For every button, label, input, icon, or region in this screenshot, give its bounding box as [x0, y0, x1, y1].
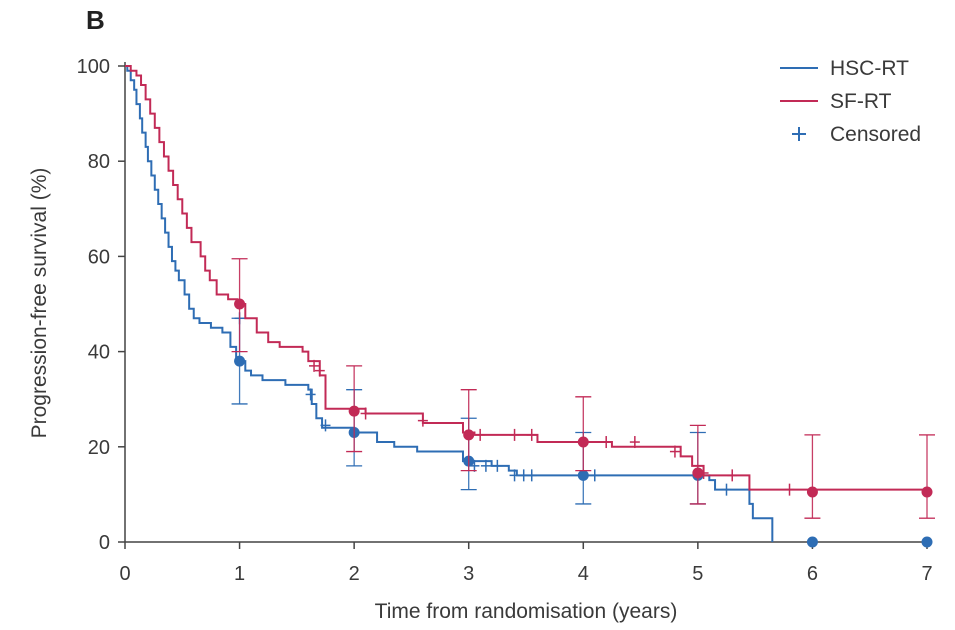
- censor-mark: [601, 436, 612, 449]
- x-tick-label: 0: [119, 563, 130, 585]
- x-tick-label: 2: [349, 563, 360, 585]
- panel-label: B: [86, 5, 105, 35]
- legend-item: SF-RT: [780, 90, 892, 113]
- legend: HSC-RT SF-RT Censored: [780, 57, 921, 146]
- censor-mark: [784, 483, 795, 496]
- plot-area: 0 20 40 60 80 100 0 1 2 3 4 5 6 7: [77, 56, 935, 585]
- x-tick-label: 5: [692, 563, 703, 585]
- x-tick-label: 4: [578, 563, 589, 585]
- estimate-point: [806, 536, 818, 548]
- estimate-point: [234, 355, 246, 367]
- estimate-point: [921, 536, 933, 548]
- censor-mark: [721, 483, 732, 496]
- censor-mark: [417, 414, 428, 427]
- estimate-point: [348, 405, 360, 417]
- x-tick-label: 7: [921, 563, 932, 585]
- censor-mark: [480, 459, 491, 472]
- censor-mark: [475, 428, 486, 441]
- legend-swatch: [792, 127, 806, 141]
- estimate-point: [921, 486, 933, 498]
- x-tick-label: 3: [463, 563, 474, 585]
- ci-bar: [919, 434, 935, 519]
- estimate-point: [806, 486, 818, 498]
- y-tick-label: 80: [88, 151, 110, 173]
- estimate-point: [577, 436, 589, 448]
- ci-bar: [575, 396, 592, 472]
- x-tick-label: 1: [234, 563, 245, 585]
- y-tick-label: 0: [99, 532, 110, 554]
- y-tick-label: 40: [88, 342, 110, 364]
- censor-mark: [669, 445, 680, 458]
- censor-mark: [492, 459, 503, 472]
- censor-mark: [360, 407, 371, 420]
- x-axis-title: Time from randomisation (years): [375, 600, 678, 623]
- censor-mark: [526, 469, 537, 482]
- y-tick-label: 60: [88, 246, 110, 268]
- censor-mark: [509, 428, 520, 441]
- survival-curve: [125, 65, 927, 491]
- survival-curve: [125, 65, 774, 542]
- censor-mark: [589, 469, 600, 482]
- y-tick-label: 20: [88, 437, 110, 459]
- censor-mark: [309, 359, 320, 372]
- ci-bar: [804, 434, 821, 519]
- estimate-point: [692, 467, 704, 479]
- series-sf-rt: [125, 65, 935, 519]
- y-axis-title: Progression-free survival (%): [28, 168, 51, 439]
- legend-label: SF-RT: [830, 90, 892, 113]
- x-tick-label: 6: [807, 563, 818, 585]
- estimate-point: [234, 298, 246, 310]
- censor-mark: [314, 364, 325, 377]
- estimate-point: [577, 469, 589, 481]
- censor-mark: [320, 419, 331, 432]
- estimate-point: [463, 429, 475, 441]
- censor-mark: [305, 388, 316, 401]
- ci-bar: [689, 424, 706, 505]
- legend-item: HSC-RT: [780, 57, 909, 80]
- y-tick-label: 100: [77, 56, 110, 78]
- censor-mark: [509, 469, 520, 482]
- censor-mark: [629, 436, 640, 449]
- legend-label: Censored: [830, 123, 921, 146]
- legend-label: HSC-RT: [830, 57, 909, 80]
- censor-mark: [727, 469, 738, 482]
- censor-mark: [526, 428, 537, 441]
- legend-item: Censored: [792, 123, 921, 146]
